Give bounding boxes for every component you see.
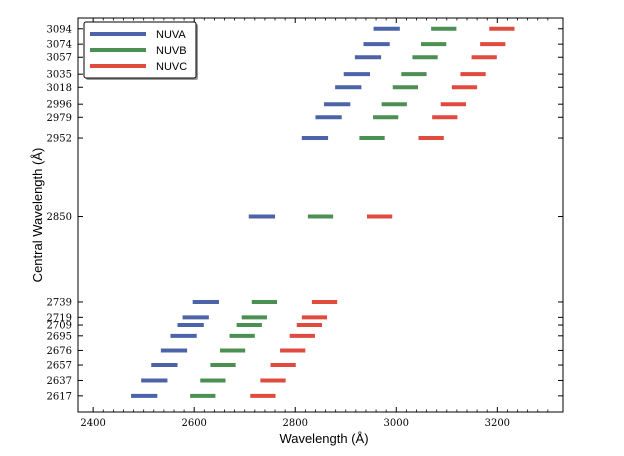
y-axis-label: Central Wavelength (Å) (30, 148, 45, 283)
y-tick-label-2952: 2952 (47, 134, 72, 145)
y-tick-label-2996: 2996 (47, 100, 72, 111)
y-tick-label-2657: 2657 (47, 361, 72, 372)
y-tick-label-2695: 2695 (47, 331, 72, 342)
legend-label-nuva: NUVA (156, 29, 186, 41)
y-tick-label-3057: 3057 (47, 53, 72, 64)
y-tick-label-2979: 2979 (47, 113, 72, 124)
legend-label-nuvc: NUVC (156, 61, 187, 73)
y-tick-label-2739: 2739 (47, 297, 72, 308)
y-tick-label-3094: 3094 (47, 24, 72, 35)
x-tick-label-3200: 3200 (485, 418, 510, 429)
ticks: 2400 2600 2800 3000 3200 2617 2637 2657 2676 2695… (47, 18, 563, 429)
segments (131, 26, 515, 398)
legend: NUVA NUVB NUVC (83, 21, 198, 80)
y-tick-label-3018: 3018 (47, 83, 72, 94)
y-tick-label-2709: 2709 (47, 321, 72, 332)
x-axis-label: Wavelength (Å) (279, 431, 368, 446)
x-tick-label-2600: 2600 (181, 418, 206, 429)
y-tick-label-2719: 2719 (47, 313, 72, 324)
y-tick-label-2637: 2637 (47, 376, 72, 387)
x-tick-label-3000: 3000 (384, 418, 409, 429)
y-tick-label-2676: 2676 (47, 346, 72, 357)
y-tick-label-2850: 2850 (47, 212, 72, 223)
x-tick-label-2400: 2400 (80, 418, 105, 429)
y-tick-label-3035: 3035 (47, 70, 72, 81)
y-tick-label-3074: 3074 (47, 40, 72, 51)
x-tick-label-2800: 2800 (283, 418, 308, 429)
y-tick-label-2617: 2617 (47, 391, 72, 402)
plot-frame (77, 17, 564, 413)
legend-label-nuvb: NUVB (156, 45, 187, 57)
